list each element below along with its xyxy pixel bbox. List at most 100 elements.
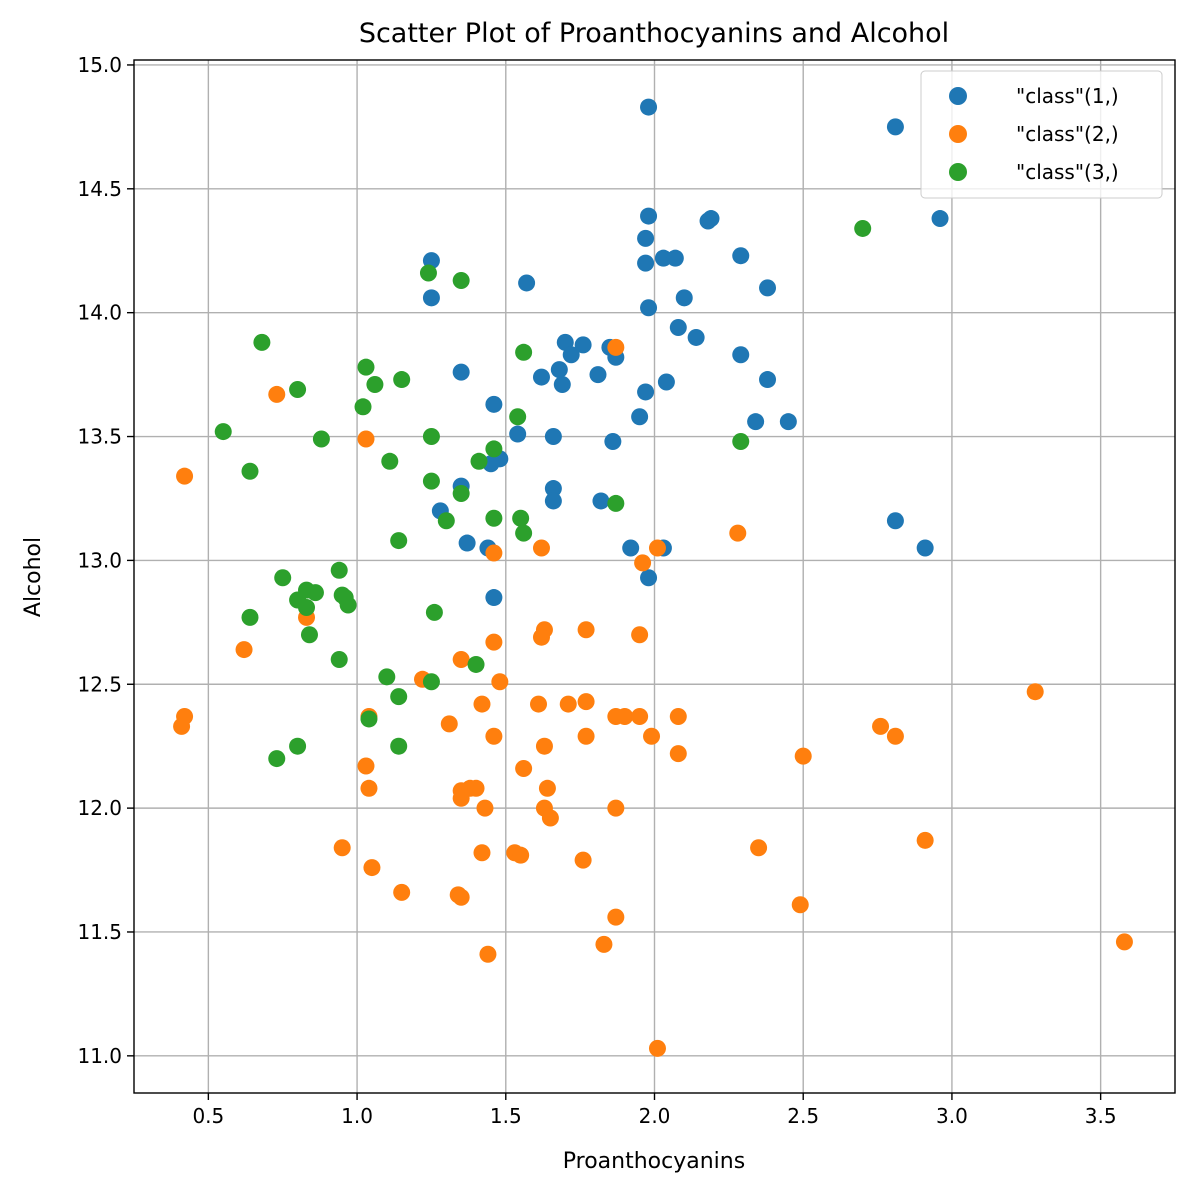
data-point (616, 707, 634, 725)
data-point (452, 363, 470, 381)
data-points (173, 98, 1133, 1057)
data-point (640, 299, 658, 317)
data-point (274, 569, 292, 587)
y-tick-label: 13.0 (77, 548, 122, 572)
legend-box (920, 70, 1163, 199)
data-point (300, 626, 318, 644)
data-point (574, 851, 592, 869)
data-point (390, 688, 408, 706)
data-point (467, 779, 485, 797)
data-point (916, 831, 934, 849)
data-point (452, 485, 470, 503)
data-point (354, 398, 372, 416)
x-tick-label: 3.5 (1085, 1104, 1117, 1128)
y-tick-label: 14.0 (77, 301, 122, 325)
data-point (759, 371, 777, 389)
data-point (485, 440, 503, 458)
series-class-2 (173, 338, 1133, 1057)
data-point (535, 737, 553, 755)
legend-label-class-2: "class"(2,) (1016, 122, 1119, 146)
data-point (360, 710, 378, 728)
data-point (648, 1039, 666, 1057)
data-point (330, 561, 348, 579)
chart-title: Scatter Plot of Proanthocyanins and Alco… (359, 18, 949, 49)
data-point (363, 859, 381, 877)
data-point (732, 247, 750, 265)
data-point (515, 759, 533, 777)
data-point (458, 534, 476, 552)
data-point (268, 385, 286, 403)
data-point (574, 336, 592, 354)
data-point (476, 799, 494, 817)
data-point (640, 98, 658, 116)
data-point (390, 737, 408, 755)
data-point (750, 839, 768, 857)
data-point (643, 727, 661, 745)
data-point (657, 373, 675, 391)
data-point (637, 254, 655, 272)
data-point (669, 319, 687, 337)
data-point (631, 408, 649, 426)
data-point (473, 695, 491, 713)
data-point (872, 717, 890, 735)
data-point (437, 512, 455, 530)
data-point (485, 589, 503, 607)
data-point (440, 715, 458, 733)
data-point (357, 757, 375, 775)
data-point (479, 945, 497, 963)
data-point (452, 271, 470, 289)
data-point (854, 219, 872, 237)
data-point (512, 509, 530, 527)
data-point (393, 883, 411, 901)
data-point (607, 494, 625, 512)
data-point (916, 539, 934, 557)
data-point (747, 413, 765, 431)
data-point (791, 896, 809, 914)
data-point (544, 492, 562, 510)
legend-label-class-3: "class"(3,) (1016, 160, 1119, 184)
data-point (622, 539, 640, 557)
legend: "class"(1,) "class"(2,) "class"(3,) (920, 70, 1163, 199)
data-point (452, 650, 470, 668)
data-point (241, 608, 259, 626)
x-tick-label: 2.0 (639, 1104, 671, 1128)
data-point (640, 569, 658, 587)
data-point (393, 371, 411, 389)
series-class-1 (422, 98, 949, 607)
data-point (422, 472, 440, 490)
x-tick-label: 1.5 (490, 1104, 522, 1128)
data-point (452, 888, 470, 906)
data-point (532, 539, 550, 557)
data-point (339, 596, 357, 614)
data-point (333, 839, 351, 857)
data-point (253, 333, 271, 351)
data-point (886, 727, 904, 745)
data-point (378, 668, 396, 686)
y-tick-label: 11.0 (77, 1044, 122, 1068)
data-point (607, 799, 625, 817)
data-point (485, 633, 503, 651)
y-tick-label: 15.0 (77, 53, 122, 77)
data-point (512, 846, 530, 864)
data-point (268, 750, 286, 768)
data-point (732, 432, 750, 450)
y-axis-label: Alcohol (21, 537, 46, 617)
legend-marker-class-3 (949, 163, 967, 181)
x-axis-label: Proanthocyanins (563, 1149, 745, 1174)
data-point (607, 908, 625, 926)
data-point (648, 539, 666, 557)
x-tick-label: 1.0 (341, 1104, 373, 1128)
data-point (886, 512, 904, 530)
data-point (509, 408, 527, 426)
data-point (675, 289, 693, 307)
data-point (422, 428, 440, 446)
data-point (1026, 683, 1044, 701)
data-point (759, 279, 777, 297)
data-point (553, 376, 571, 394)
data-point (631, 707, 649, 725)
y-tick-label: 13.5 (77, 425, 122, 449)
data-point (544, 428, 562, 446)
y-tick-label: 12.0 (77, 796, 122, 820)
